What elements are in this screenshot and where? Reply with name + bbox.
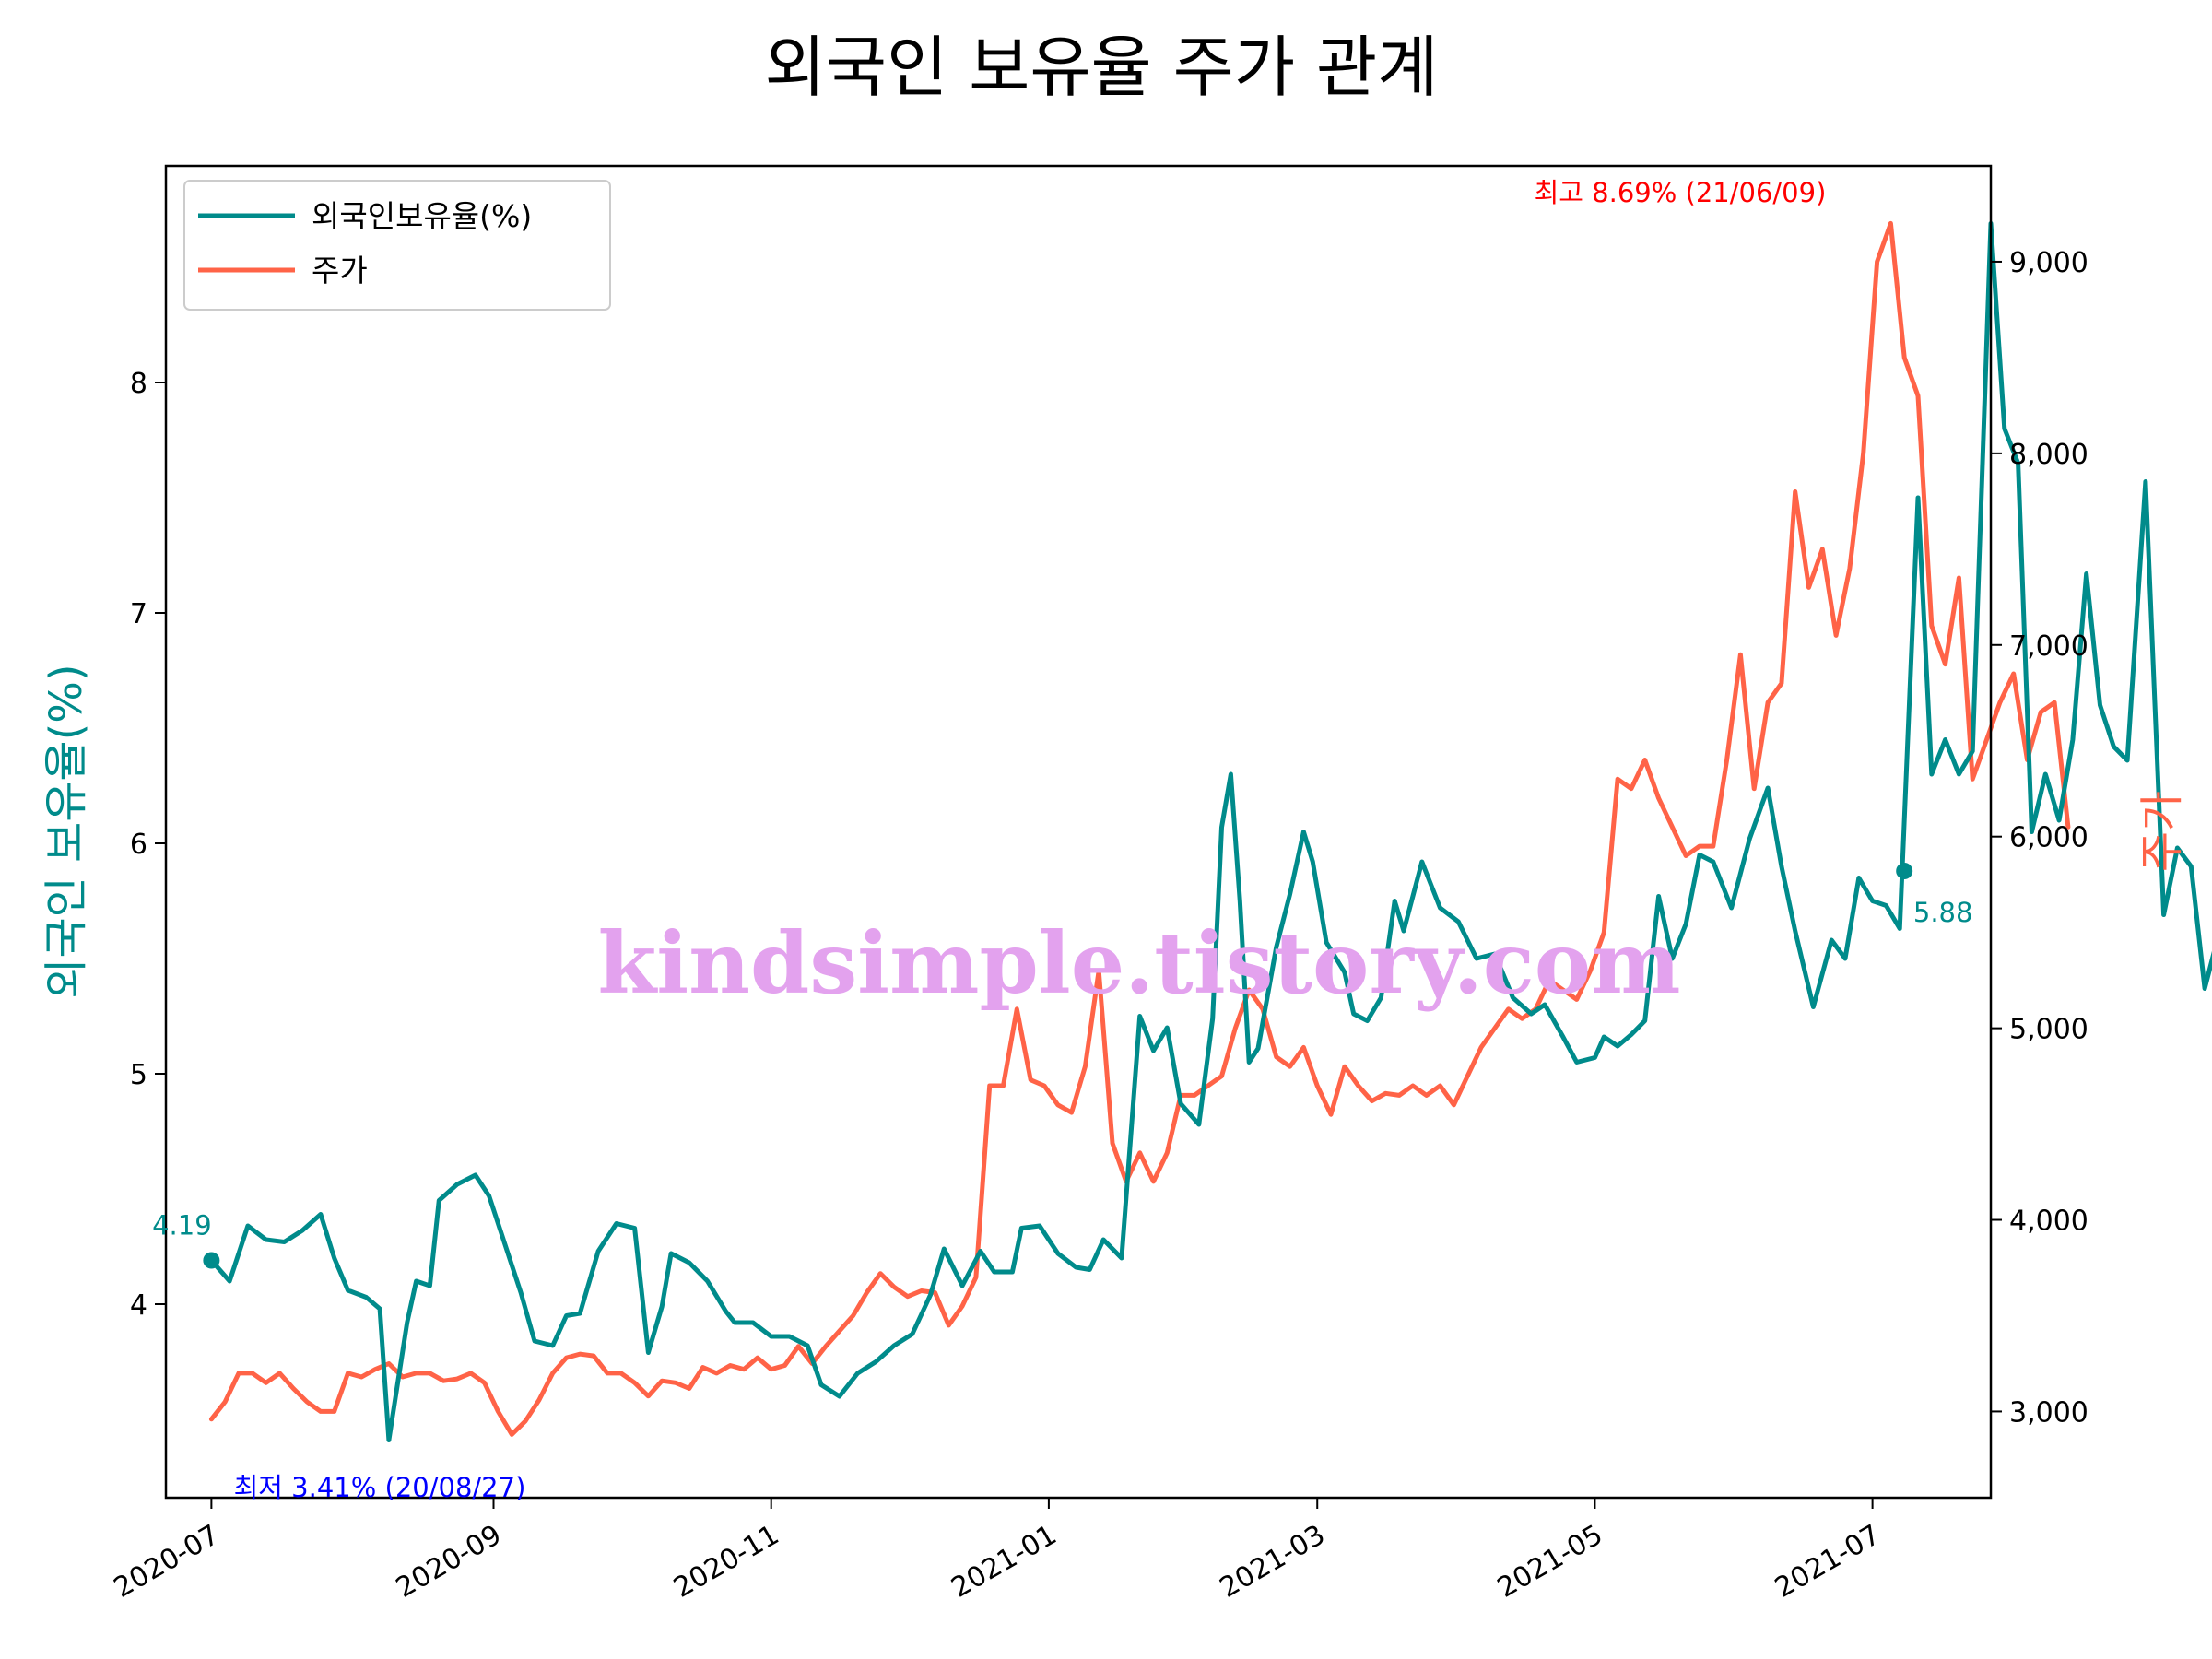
right-y-axis: 3,000 4,000 5,000 6,000 7,000 8,000 9,000 xyxy=(1991,247,2088,1429)
right-y-tick-label: 9,000 xyxy=(2009,247,2088,279)
end-point-marker xyxy=(1896,863,1913,879)
left-y-tick-label: 7 xyxy=(130,598,147,630)
watermark: kindsimple.tistory.com xyxy=(597,913,1680,1013)
left-y-tick-label: 5 xyxy=(130,1059,147,1091)
legend-label-price: 주가 xyxy=(312,253,368,288)
start-point-marker xyxy=(203,1252,220,1269)
x-tick-label: 2020-11 xyxy=(668,1519,784,1605)
start-value-label: 4.19 xyxy=(152,1210,212,1241)
left-y-axis: 4 5 6 7 8 xyxy=(130,368,166,1322)
x-tick-label: 2020-09 xyxy=(391,1519,507,1605)
legend-box xyxy=(183,180,611,311)
right-y-tick-label: 3,000 xyxy=(2009,1396,2088,1429)
right-y-tick-label: 4,000 xyxy=(2009,1206,2088,1238)
x-tick-label: 2020-07 xyxy=(109,1519,225,1605)
right-y-axis-label: 주가 xyxy=(2136,791,2188,872)
left-y-axis-label: 외국인 보유율(%) xyxy=(41,664,92,998)
right-y-tick-label: 8,000 xyxy=(2009,439,2088,471)
x-tick-label: 2021-03 xyxy=(1215,1519,1331,1605)
right-y-tick-label: 5,000 xyxy=(2009,1014,2088,1046)
x-tick-label: 2021-01 xyxy=(946,1519,1062,1605)
end-value-label: 5.88 xyxy=(1913,897,1973,928)
left-y-tick-label: 4 xyxy=(130,1289,147,1322)
right-y-tick-label: 7,000 xyxy=(2009,630,2088,663)
series-line-holding xyxy=(208,221,2212,1442)
right-y-tick-label: 6,000 xyxy=(2009,822,2088,854)
series-line-price xyxy=(208,220,2071,1437)
x-axis: 2020-07 2020-09 2020-11 2021-01 2021-03 2021-… xyxy=(109,1498,1886,1605)
plot-frame xyxy=(164,164,1993,1500)
chart-title: 외국인 보유율 주가 관계 xyxy=(764,29,1438,106)
max-annotation: 최고 8.69% (21/06/09) xyxy=(1535,177,1827,208)
left-y-tick-label: 8 xyxy=(130,368,147,400)
annotations: 4.19 5.88 최고 8.69% (21/06/09) 최저 3.41% (20/… xyxy=(152,177,1972,1503)
x-tick-label: 2021-05 xyxy=(1492,1519,1608,1605)
left-y-tick-label: 6 xyxy=(130,829,147,861)
legend-label-holding: 외국인보유율(%) xyxy=(312,198,532,234)
series-layer xyxy=(208,220,2212,1442)
legend: 외국인보유율(%) 주가 xyxy=(183,180,611,311)
x-tick-label: 2021-07 xyxy=(1770,1519,1886,1605)
min-annotation: 최저 3.41% (20/08/27) xyxy=(234,1472,526,1503)
